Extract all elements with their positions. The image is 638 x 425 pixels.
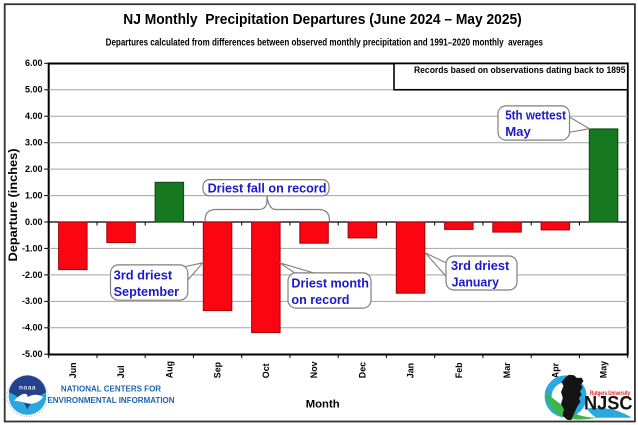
svg-text:Nov: Nov — [309, 361, 319, 378]
svg-text:January: January — [452, 274, 500, 289]
svg-text:ENVIRONMENTAL INFORMATION: ENVIRONMENTAL INFORMATION — [47, 396, 174, 405]
svg-text:Departures calculated from dif: Departures calculated from differences b… — [106, 38, 543, 49]
svg-text:Records based on observations: Records based on observations dating bac… — [414, 65, 626, 75]
svg-text:3rd driest: 3rd driest — [114, 268, 173, 283]
svg-text:Driest fall on record: Driest fall on record — [208, 181, 327, 196]
svg-text:0.00: 0.00 — [25, 217, 43, 227]
svg-text:noaa: noaa — [19, 385, 36, 392]
svg-text:September: September — [114, 284, 180, 299]
svg-text:-1.00: -1.00 — [22, 243, 43, 253]
svg-text:Oct: Oct — [261, 363, 271, 378]
svg-text:Jun: Jun — [68, 362, 78, 378]
svg-text:-3.00: -3.00 — [22, 296, 43, 306]
svg-text:3rd driest: 3rd driest — [451, 258, 510, 273]
svg-text:May: May — [505, 124, 531, 139]
svg-text:Departure (inches): Departure (inches) — [6, 149, 20, 262]
svg-text:Sep: Sep — [213, 361, 223, 378]
svg-text:on record: on record — [291, 292, 349, 307]
svg-text:Aug: Aug — [164, 361, 174, 378]
svg-text:4.00: 4.00 — [25, 111, 43, 121]
svg-text:6.00: 6.00 — [25, 58, 43, 68]
svg-text:3.00: 3.00 — [25, 138, 43, 148]
svg-text:Feb: Feb — [454, 362, 464, 378]
svg-text:NATIONAL CENTERS FOR: NATIONAL CENTERS FOR — [61, 385, 161, 394]
svg-text:NJ Monthly Precipitation Depa: NJ Monthly Precipitation Departures (Jun… — [123, 11, 522, 28]
svg-text:Rutgers University: Rutgers University — [590, 390, 630, 397]
svg-text:May: May — [599, 361, 609, 378]
svg-text:Apr: Apr — [550, 362, 560, 378]
svg-text:2.00: 2.00 — [25, 164, 43, 174]
svg-text:Dec: Dec — [357, 362, 367, 378]
svg-text:5th wettest: 5th wettest — [505, 108, 566, 123]
svg-text:Jan: Jan — [406, 363, 416, 378]
svg-text:-4.00: -4.00 — [22, 323, 43, 333]
svg-text:Jul: Jul — [116, 365, 126, 378]
svg-text:Driest month: Driest month — [291, 276, 369, 291]
svg-text:5.00: 5.00 — [25, 85, 43, 95]
svg-text:-5.00: -5.00 — [22, 349, 43, 359]
svg-text:NJSC: NJSC — [584, 393, 633, 415]
svg-text:Month: Month — [306, 399, 340, 411]
svg-text:-2.00: -2.00 — [22, 270, 43, 280]
svg-text:Mar: Mar — [502, 362, 512, 378]
svg-text:1.00: 1.00 — [25, 191, 43, 201]
